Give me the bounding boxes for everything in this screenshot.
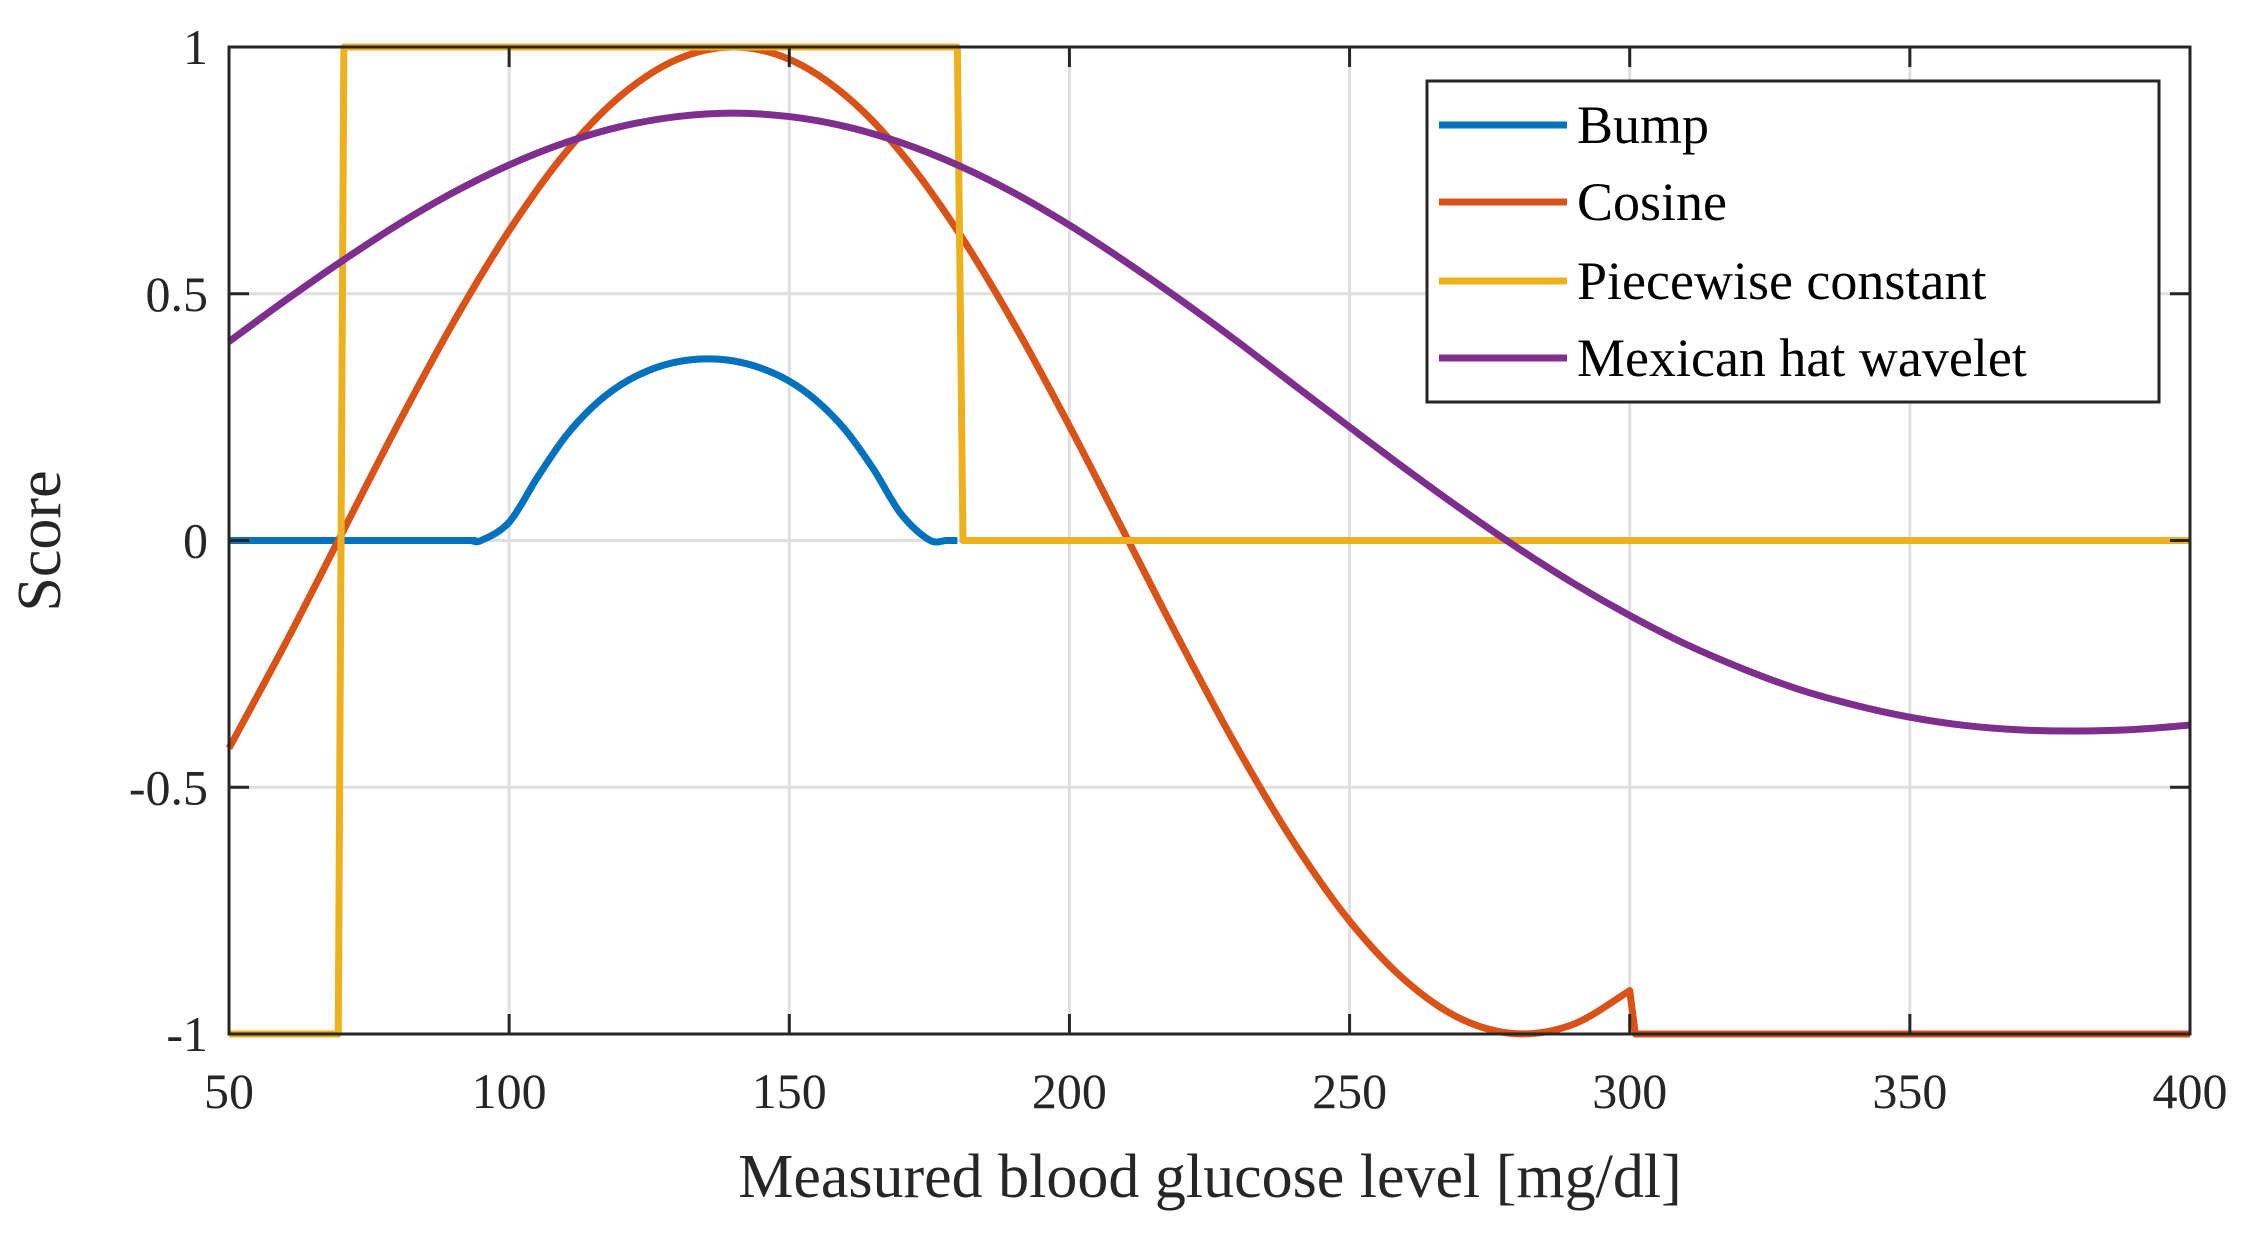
x-tick-label: 100 (472, 1063, 547, 1119)
x-tick-label: 50 (204, 1063, 254, 1119)
y-tick-label: -0.5 (129, 759, 208, 815)
x-tick-label: 300 (1592, 1063, 1667, 1119)
x-axis-label: Measured blood glucose level [mg/dl] (738, 1143, 1682, 1211)
series-line-cosine (225, 43, 2190, 1038)
y-tick-label: 1 (183, 19, 208, 75)
legend-entry: Bump (1577, 95, 1709, 155)
x-tick-label: 250 (1312, 1063, 1387, 1119)
legend-entry: Cosine (1577, 172, 1727, 232)
legend: Bump Cosine Piecewise constant Mexican hat … (1425, 79, 2161, 404)
x-tick-label: 350 (1872, 1063, 1947, 1119)
x-tick-label: 200 (1032, 1063, 1107, 1119)
legend-entry: Mexican hat wavelet (1577, 328, 2027, 388)
y-axis-label: Score (6, 470, 74, 611)
y-tick-label: -1 (166, 1006, 208, 1062)
ticks: 50 100 150 200 250 300 350 400 -1 -0.5 0 0.5 1 (129, 19, 2228, 1119)
series-line-mexican-hat-wavelet (226, 109, 2191, 735)
series-line-bump (229, 355, 958, 546)
y-tick-label: 0 (183, 513, 208, 569)
y-tick-label: 0.5 (146, 266, 209, 322)
legend-entry: Piecewise constant (1577, 251, 1986, 311)
legend-box (1425, 79, 2161, 404)
x-tick-label: 150 (752, 1063, 827, 1119)
x-tick-label: 400 (2153, 1063, 2228, 1119)
